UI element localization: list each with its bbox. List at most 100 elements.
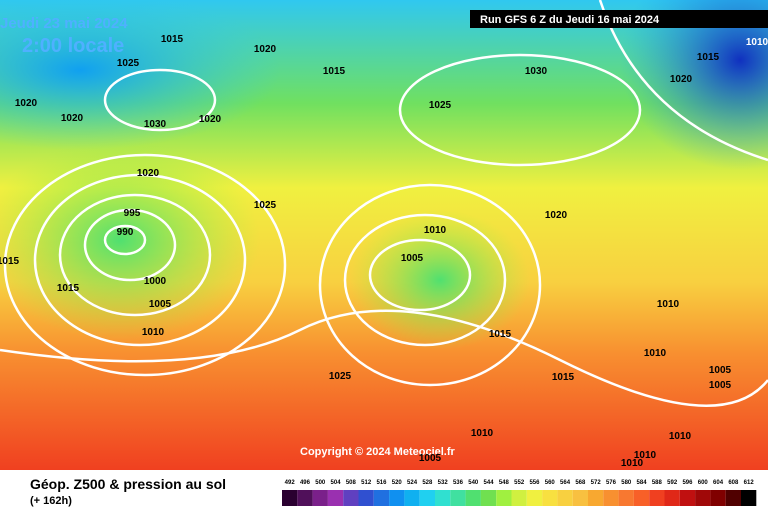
isobar-label: 1010 bbox=[657, 299, 680, 310]
scale-swatch bbox=[282, 490, 298, 506]
scale-label: 584 bbox=[637, 480, 648, 486]
isobar-label: 1025 bbox=[429, 100, 452, 111]
scale-swatch bbox=[389, 490, 405, 506]
scale-swatch bbox=[649, 490, 665, 506]
isobar-label: 1020 bbox=[254, 44, 277, 55]
isobar-label: 1025 bbox=[117, 58, 140, 69]
isobar-label: 1015 bbox=[697, 52, 720, 63]
scale-label: 556 bbox=[529, 480, 540, 486]
scale-swatch bbox=[297, 490, 313, 506]
scale-swatch bbox=[373, 490, 390, 506]
isobar-label: 1020 bbox=[61, 113, 84, 124]
isobar-label: 1020 bbox=[137, 168, 160, 179]
scale-swatch bbox=[603, 490, 619, 506]
scale-label: 572 bbox=[591, 480, 602, 486]
scale-swatch bbox=[526, 490, 543, 506]
isobar-label: 1005 bbox=[419, 453, 442, 464]
scale-label: 608 bbox=[728, 480, 739, 486]
scale-label: 596 bbox=[682, 480, 693, 486]
scale-swatch bbox=[618, 490, 634, 506]
scale-label: 564 bbox=[560, 480, 571, 486]
scale-swatch bbox=[679, 490, 696, 506]
scale-label: 496 bbox=[300, 480, 311, 486]
scale-swatch bbox=[358, 490, 374, 506]
isobar-label: 1010 bbox=[142, 327, 165, 338]
isobar-label: 1020 bbox=[545, 210, 568, 221]
scale-swatch bbox=[450, 490, 466, 506]
scale-swatch bbox=[480, 490, 497, 506]
isobar-label: 1005 bbox=[709, 380, 732, 391]
isobar-label: 1010 bbox=[424, 225, 447, 236]
isobar-label: 1005 bbox=[401, 253, 424, 264]
scale-label: 536 bbox=[453, 480, 464, 486]
isobar-label: 1015 bbox=[552, 372, 575, 383]
scale-label: 604 bbox=[713, 480, 724, 486]
isobar-label: 1015 bbox=[489, 329, 512, 340]
isobar-label: 1030 bbox=[144, 119, 167, 130]
scale-label: 520 bbox=[392, 480, 403, 486]
isobar-label: 1010 bbox=[669, 431, 692, 442]
scale-swatch bbox=[695, 490, 711, 506]
scale-swatch bbox=[572, 490, 588, 506]
isobars bbox=[0, 0, 768, 406]
time-label: 2:00 locale bbox=[22, 35, 124, 57]
scale-label: 524 bbox=[407, 480, 418, 486]
scale-swatch bbox=[741, 490, 757, 506]
scale-label: 588 bbox=[652, 480, 663, 486]
scale-label: 612 bbox=[744, 480, 755, 486]
isobar-label: 1020 bbox=[199, 114, 222, 125]
scale-swatch bbox=[588, 490, 604, 506]
isobar-label: 1015 bbox=[323, 66, 346, 77]
scale-label: 528 bbox=[422, 480, 433, 486]
scale-label: 544 bbox=[484, 480, 495, 486]
scale-swatch bbox=[343, 490, 359, 506]
copyright: Copyright © 2024 Meteociel.fr bbox=[300, 446, 456, 458]
scale-swatch bbox=[404, 490, 420, 506]
scale-swatch bbox=[312, 490, 328, 506]
isobar-label: 1010 bbox=[746, 37, 768, 48]
scale-label: 600 bbox=[698, 480, 709, 486]
scale-label: 580 bbox=[621, 480, 632, 486]
field bbox=[620, 0, 768, 170]
scale-swatch bbox=[327, 490, 344, 506]
scale-swatch bbox=[557, 490, 573, 506]
scale-swatch bbox=[496, 490, 512, 506]
scale-label: 500 bbox=[315, 480, 326, 486]
scale-swatch bbox=[465, 490, 481, 506]
scale-label: 508 bbox=[346, 480, 357, 486]
scale-label: 560 bbox=[545, 480, 556, 486]
isobar-label: 1010 bbox=[634, 450, 657, 461]
run-label: Run GFS 6 Z du Jeudi 16 mai 2024 bbox=[480, 14, 660, 26]
scale-swatch bbox=[710, 490, 726, 506]
run-box bbox=[470, 10, 768, 28]
scale-swatch bbox=[419, 490, 435, 506]
scale-label: 504 bbox=[331, 480, 342, 486]
date-label: Jeudi 23 mai 2024 bbox=[0, 15, 128, 32]
scale-swatch bbox=[633, 490, 650, 506]
isobar-label: 1010 bbox=[471, 428, 494, 439]
scale-label: 568 bbox=[575, 480, 586, 486]
isobar-label: 995 bbox=[124, 208, 141, 219]
isobar-label: 1010 bbox=[644, 348, 667, 359]
scale-label: 516 bbox=[376, 480, 387, 486]
scale-label: 548 bbox=[499, 480, 510, 486]
scale-label: 540 bbox=[468, 480, 479, 486]
isobar-label: 1020 bbox=[670, 74, 693, 85]
scale-label: 532 bbox=[438, 480, 449, 486]
isobar-label: 1005 bbox=[149, 299, 172, 310]
isobar-label: 1015 bbox=[161, 34, 184, 45]
isobar-label: 1015 bbox=[57, 283, 80, 294]
isobar-label: 1020 bbox=[15, 98, 38, 109]
scale-label: 592 bbox=[667, 480, 678, 486]
scale-swatch bbox=[725, 490, 741, 506]
isobar-label: 1030 bbox=[525, 66, 548, 77]
isobar-label: 1000 bbox=[144, 276, 167, 287]
isobar-label: 1025 bbox=[329, 371, 352, 382]
isobar-label: 1010 bbox=[621, 458, 644, 469]
scale-swatch bbox=[664, 490, 680, 506]
footer-title: Géop. Z500 & pression au sol bbox=[30, 476, 226, 492]
footer-lead: (+ 162h) bbox=[30, 495, 72, 507]
scale-label: 552 bbox=[514, 480, 525, 486]
isobar-label: 1025 bbox=[254, 200, 277, 211]
